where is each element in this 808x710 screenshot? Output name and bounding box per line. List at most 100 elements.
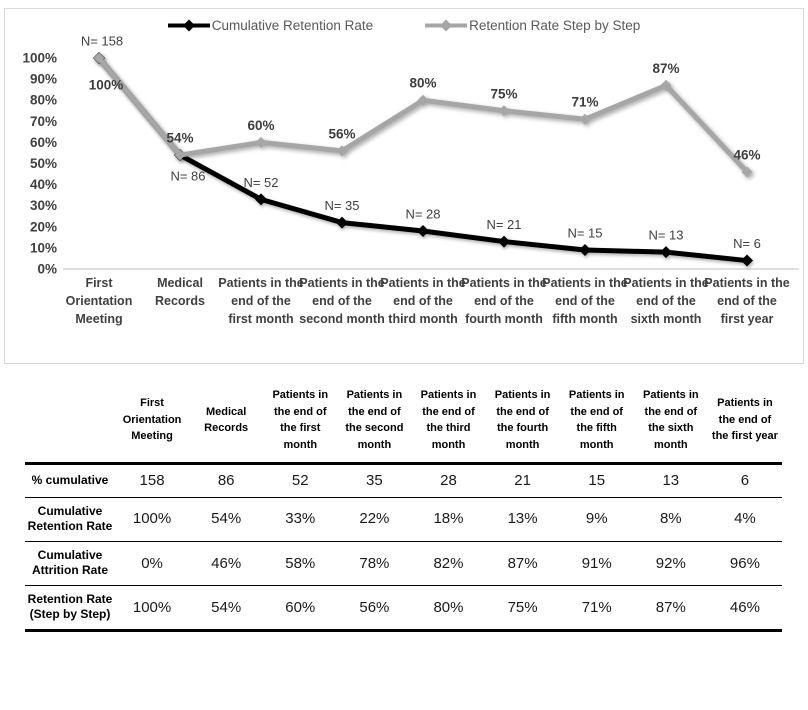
y-axis-tick-label: 0% (37, 262, 57, 277)
data-point-marker (579, 244, 591, 257)
data-point-label: N= 13 (648, 228, 683, 243)
data-point-label: 56% (328, 126, 355, 141)
table-column-header: First Orientation Meeting (115, 378, 190, 465)
y-axis-tick-label: 30% (30, 198, 57, 213)
table-column-header: Patients in the end of the sixth month (633, 378, 708, 465)
x-axis-label: Patients in the end of the first month (218, 276, 304, 326)
data-point-marker (93, 52, 105, 64)
data-point-marker (336, 216, 348, 229)
table-cell: 87% (485, 541, 560, 586)
table-cell: 100% (115, 497, 190, 542)
table-cell: 71% (559, 585, 634, 633)
table-cell: 46% (189, 541, 264, 586)
x-axis-label: First Orientation Meeting (65, 276, 133, 326)
data-point-label: N= 35 (324, 198, 359, 213)
y-axis-tick-label: 70% (30, 114, 57, 129)
page: Cumulative Retention Rate Retention Rate… (0, 8, 808, 633)
table-cell: 92% (633, 541, 708, 586)
legend-item-cumulative-retention: Cumulative Retention Rate (167, 18, 374, 33)
table-cell: 58% (263, 541, 338, 586)
x-axis-labels: First Orientation Meeting Medical Records… (5, 275, 803, 363)
data-point-marker (579, 113, 591, 125)
y-axis-tick-label: 90% (30, 72, 57, 87)
data-point-label: N= 86 (170, 169, 205, 184)
x-axis-label: Patients in the end of the third month (380, 276, 466, 326)
table-cell: 15 (559, 463, 634, 498)
data-point-marker (255, 193, 267, 206)
table-cell: 80% (411, 585, 486, 633)
x-axis-label: Patients in the end of the fifth month (542, 276, 628, 326)
table-row: Retention Rate (Step by Step) 100% 54% 60% 5… (25, 585, 782, 633)
data-point-label: 54% (166, 131, 193, 146)
table-corner-cell (25, 378, 115, 465)
data-point-label: 75% (490, 86, 517, 101)
data-point-label: N= 158 (81, 34, 123, 49)
data-point-marker (498, 105, 510, 117)
data-point-marker (417, 225, 429, 238)
y-axis-tick-label: 20% (30, 219, 57, 234)
table-cell: 87% (633, 585, 708, 633)
data-point-label: 60% (247, 118, 274, 133)
y-axis-tick-label: 40% (30, 177, 57, 192)
table-cell: 54% (189, 497, 264, 542)
data-point-marker (174, 149, 186, 161)
y-axis-tick-label: 80% (30, 93, 57, 108)
table-cell: 86 (189, 463, 264, 498)
table-cell: 6 (707, 463, 782, 498)
retention-chart-panel: Cumulative Retention Rate Retention Rate… (4, 8, 804, 364)
table-cell: 46% (707, 585, 782, 633)
data-point-label: N= 52 (243, 175, 278, 190)
table-column-header: Patients in the end of the second month (337, 378, 412, 465)
data-point-label: N= 15 (567, 226, 602, 241)
table-cell: 13 (633, 463, 708, 498)
legend-label-step-retention: Retention Rate Step by Step (469, 18, 641, 33)
table-cell: 13% (485, 497, 560, 542)
table-cell: 4% (707, 497, 782, 542)
table-cell: 56% (337, 585, 412, 633)
table-cell: 60% (263, 585, 338, 633)
x-axis-label: Patients in the end of the first year (704, 276, 790, 326)
table-cell: 52 (263, 463, 338, 498)
table-row: Cumulative Retention Rate 100% 54% 33% 22% 18… (25, 497, 782, 542)
data-point-marker (498, 235, 510, 248)
table-column-header: Patients in the end of the fourth month (485, 378, 560, 465)
black-line-diamond-icon (167, 19, 210, 32)
legend-label-cumulative-retention: Cumulative Retention Rate (211, 18, 374, 33)
series-step-retention (93, 52, 753, 178)
table-row: Cumulative Attrition Rate 0% 46% 58% 78% 82% 8… (25, 541, 782, 586)
table-cell: 96% (707, 541, 782, 586)
data-point-marker (660, 79, 672, 91)
table-row-label: Retention Rate (Step by Step) (25, 585, 115, 633)
table-column-header: Patients in the end of the third month (411, 378, 486, 465)
table-cell: 8% (633, 497, 708, 542)
gray-line-diamond-icon (425, 19, 468, 32)
y-axis-tick-label: 60% (30, 135, 57, 150)
table-cell: 35 (337, 463, 412, 498)
data-point-label: 80% (409, 76, 436, 91)
table-row-label: % cumulative (25, 463, 115, 498)
chart-plot-area: 100% 90% 80% 70% 60% 50% 40% 30% 20% 10% 0% N= 158 N… (22, 34, 799, 277)
table-column-header: Medical Records (189, 378, 264, 465)
data-point-label: 71% (571, 95, 598, 110)
retention-table: First Orientation Meeting Medical Records… (25, 378, 782, 633)
table-header-row: First Orientation Meeting Medical Records… (25, 378, 782, 465)
table-cell: 33% (263, 497, 338, 542)
y-axis-tick-label: 50% (30, 156, 57, 171)
data-point-marker (741, 166, 753, 178)
data-point-label: N= 28 (405, 207, 440, 222)
table-column-header: Patients in the end of the first month (263, 378, 338, 465)
data-point-label: N= 6 (733, 236, 761, 251)
data-point-label: 100% (89, 78, 124, 93)
table-row-label: Cumulative Retention Rate (25, 497, 115, 542)
y-axis-tick-label: 10% (30, 240, 57, 255)
table-cell: 91% (559, 541, 634, 586)
table-row: % cumulative 158 86 52 35 28 21 15 13 6 (25, 463, 782, 498)
data-point-label: 87% (652, 61, 679, 76)
table-cell: 158 (115, 463, 190, 498)
y-axis-tick-label: 100% (22, 51, 57, 66)
table-column-header: Patients in the end of the first year (707, 378, 782, 465)
table-cell: 0% (115, 541, 190, 586)
data-point-marker (741, 254, 753, 267)
table-cell: 28 (411, 463, 486, 498)
table-cell: 82% (411, 541, 486, 586)
